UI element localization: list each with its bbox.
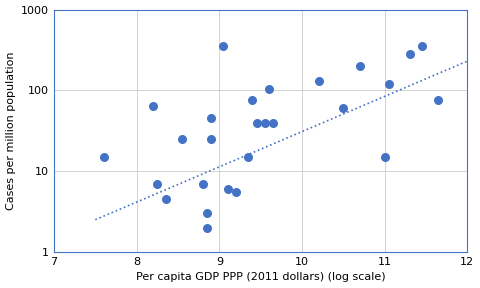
Point bbox=[356, 64, 364, 68]
Point bbox=[207, 137, 215, 141]
Y-axis label: Cases per million population: Cases per million population bbox=[6, 52, 15, 210]
Point bbox=[149, 103, 157, 108]
Point bbox=[339, 106, 347, 111]
Point bbox=[207, 116, 215, 121]
Point bbox=[261, 120, 269, 125]
Point bbox=[406, 52, 413, 56]
Point bbox=[244, 155, 252, 159]
Point bbox=[203, 226, 211, 230]
Point bbox=[220, 44, 228, 49]
Point bbox=[154, 181, 161, 186]
Point bbox=[252, 120, 260, 125]
Point bbox=[315, 79, 323, 84]
Point bbox=[199, 181, 206, 186]
Point bbox=[224, 187, 231, 192]
Point bbox=[385, 82, 393, 86]
Point bbox=[434, 98, 442, 103]
Point bbox=[178, 137, 186, 141]
Point bbox=[203, 211, 211, 216]
Point bbox=[100, 155, 108, 159]
Point bbox=[162, 197, 169, 202]
Point bbox=[269, 120, 277, 125]
Point bbox=[249, 98, 256, 103]
Point bbox=[265, 86, 273, 91]
Point bbox=[381, 155, 388, 159]
Point bbox=[232, 190, 240, 194]
X-axis label: Per capita GDP PPP (2011 dollars) (log scale): Per capita GDP PPP (2011 dollars) (log s… bbox=[136, 272, 385, 283]
Point bbox=[418, 44, 426, 49]
